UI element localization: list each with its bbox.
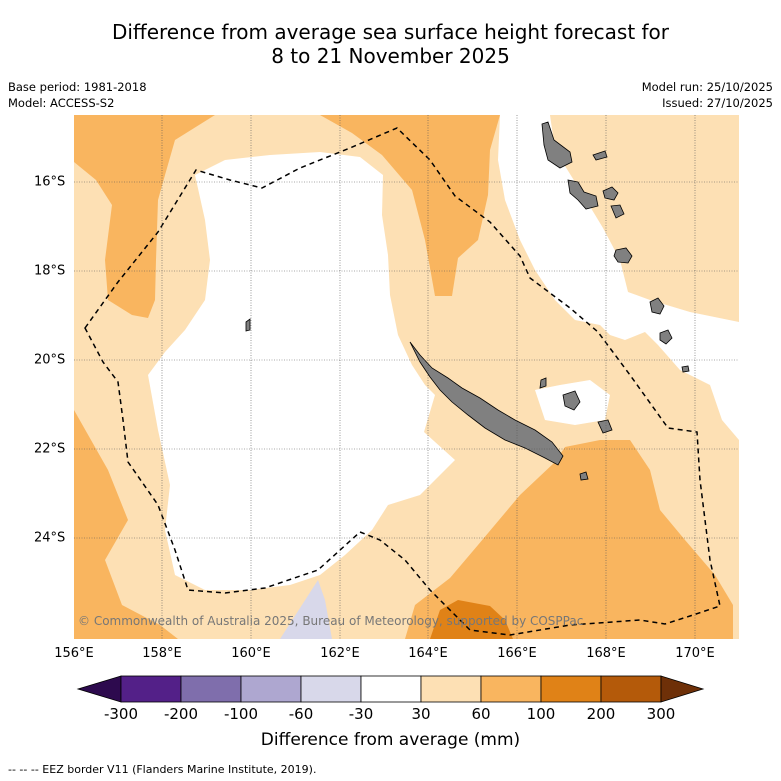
lon-label: 164°E <box>408 646 448 661</box>
vanuatu-island-4 <box>602 186 619 201</box>
loyalty-lifou <box>562 390 581 411</box>
colorbar-bin-1 <box>120 675 182 703</box>
colorbar-bin-6 <box>420 675 482 703</box>
lon-label: 168°E <box>586 646 626 661</box>
issued-date: Issued: 27/10/2025 <box>662 96 773 110</box>
base-period: Base period: 1981-2018 <box>8 80 147 94</box>
lat-label: 16°S <box>34 174 66 190</box>
lat-label: 18°S <box>34 263 66 279</box>
colorbar-bin-9 <box>600 675 662 703</box>
band-60-100-west <box>74 115 215 318</box>
lat-label: 22°S <box>34 441 66 457</box>
land-masses <box>245 121 690 481</box>
colorbar-tick-label: -100 <box>223 705 259 723</box>
vanuatu-tanna <box>649 297 665 315</box>
map-title-line1: Difference from average sea surface heig… <box>111 20 670 44</box>
colorbar-tick-label: 300 <box>646 705 676 723</box>
copyright-notice: © Commonwealth of Australia 2025, Bureau… <box>78 614 584 628</box>
band-60-100-southwest <box>74 410 178 639</box>
colorbar-tick-label: -300 <box>103 705 139 723</box>
map-title-line2: 8 to 21 November 2025 <box>271 44 510 68</box>
colorbar-bin-8 <box>540 675 602 703</box>
band-60-100-north <box>320 115 500 296</box>
lat-label: 24°S <box>34 530 66 546</box>
island-south-1 <box>579 471 589 481</box>
lon-label: 156°E <box>54 646 94 661</box>
island-west-1 <box>245 318 251 332</box>
vanuatu-island-2 <box>592 150 608 161</box>
lon-label: 160°E <box>231 646 271 661</box>
colorbar-tick-label: 200 <box>586 705 616 723</box>
colorbar-bin-3 <box>240 675 302 703</box>
lon-label: 170°E <box>675 646 715 661</box>
lon-label: 162°E <box>320 646 360 661</box>
lon-label: 166°E <box>497 646 537 661</box>
new-caledonia <box>409 341 564 466</box>
anomaly-field <box>74 115 739 639</box>
colorbar-bin-4 <box>300 675 362 703</box>
colorbar-tick-label: 60 <box>471 705 491 723</box>
neutral-central <box>148 152 455 590</box>
band-60-100-southeast <box>405 440 733 639</box>
loyalty-mare <box>597 419 613 434</box>
vanuatu-island-5 <box>610 204 625 219</box>
colorbar-title: Difference from average (mm) <box>260 730 521 750</box>
colorbar <box>76 675 705 703</box>
colorbar-bin-2 <box>180 675 242 703</box>
neutral-east <box>498 115 739 440</box>
colorbar-bin-7 <box>480 675 542 703</box>
colorbar-bin-5 <box>360 675 422 703</box>
band-minus60-minus30 <box>280 580 332 639</box>
colorbar-tick-label: -200 <box>163 705 199 723</box>
vanuatu-espiritu-santo <box>541 121 573 169</box>
loyalty-ouvea <box>539 377 547 389</box>
island-east-1 <box>659 329 673 345</box>
colorbar-tick-label: -60 <box>288 705 314 723</box>
model-run: Model run: 25/10/2025 <box>641 80 773 94</box>
colorbar-tick-label: -30 <box>348 705 374 723</box>
lon-label: 158°E <box>142 646 182 661</box>
model-name: Model: ACCESS-S2 <box>8 96 115 110</box>
colorbar-extend-low <box>76 675 122 703</box>
eez-footnote: -- -- -- EEZ border V11 (Flanders Marine… <box>8 763 317 776</box>
island-east-2 <box>681 365 690 373</box>
graticule <box>74 115 739 639</box>
colorbar-tick-label: 30 <box>411 705 431 723</box>
lat-label: 20°S <box>34 352 66 368</box>
vanuatu-malekula <box>567 179 599 210</box>
colorbar-tick-label: 100 <box>526 705 556 723</box>
colorbar-extend-high <box>660 675 705 703</box>
vanuatu-efate <box>613 247 633 264</box>
